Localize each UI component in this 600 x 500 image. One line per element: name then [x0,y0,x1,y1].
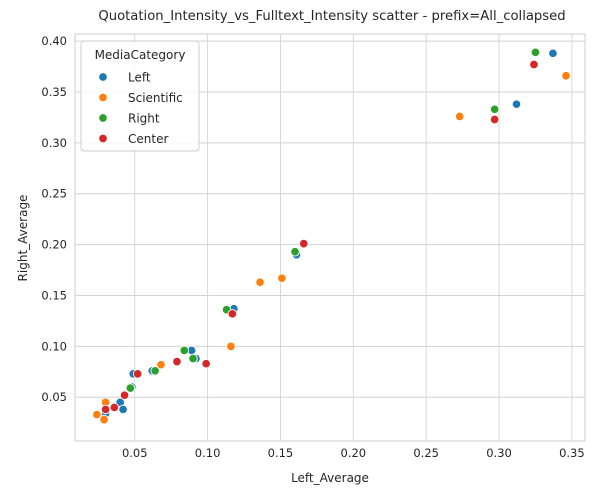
y-axis-label: Right_Average [16,195,30,282]
data-point-center [172,356,182,367]
legend-label-center: Center [128,132,168,146]
x-tick-label: 0.10 [195,446,221,460]
data-point-right [530,47,541,58]
data-point-right [150,366,160,376]
y-tick-label: 0.35 [41,85,67,99]
data-point-center [227,309,238,319]
data-point-right [125,383,136,393]
data-point-scientific [454,111,465,122]
legend-marker-scientific [98,92,108,103]
gridlines [75,34,585,441]
legend-box [80,40,200,152]
data-point-right [290,246,300,257]
y-tick-labels: 0.05 0.10 0.15 0.20 0.25 0.30 0.35 0.40 [41,34,67,404]
x-tick-label: 0.35 [559,446,585,460]
y-tick-label: 0.05 [41,390,67,404]
data-point-scientific [277,273,287,283]
legend-marker-left [98,72,108,82]
data-point-center [100,404,111,415]
legend-items: Left Scientific Right Center [98,71,183,146]
data-point-scientific [226,341,236,352]
legend-label-scientific: Scientific [128,91,183,105]
data-point-center [489,114,500,125]
data-point-left [548,48,558,59]
legend-label-left: Left [128,71,151,85]
y-tick-label: 0.20 [41,238,67,252]
chart-title: Quotation_Intensity_vs_Fulltext_Intensit… [98,9,565,24]
data-point-scientific [561,70,571,81]
legend-title: MediaCategory [95,48,186,62]
data-point-left [511,99,522,109]
data-point-right [188,353,198,364]
legend: MediaCategory Left Scientific Right Center [80,40,200,152]
data-point-scientific [99,414,109,425]
legend-label-right: Right [128,112,160,126]
y-tick-label: 0.25 [41,187,67,201]
x-tick-label: 0.20 [341,446,367,460]
plot-frame [74,33,586,442]
legend-marker-center [98,133,108,144]
data-points [92,47,571,425]
data-point-left [118,404,128,415]
data-point-scientific [156,359,166,370]
data-point-right [489,104,500,115]
y-tick-label: 0.30 [41,136,67,150]
data-point-center [299,238,309,249]
x-tick-label: 0.25 [413,446,439,460]
data-point-scientific [92,409,102,420]
data-point-center [132,369,143,379]
data-point-scientific [255,277,265,288]
x-tick-label: 0.15 [268,446,294,460]
x-axis-label: Left_Average [291,471,369,485]
legend-marker-right [98,113,108,123]
data-point-center [201,358,211,369]
y-tick-label: 0.15 [41,288,67,302]
x-tick-label: 0.05 [122,446,148,460]
y-tick-label: 0.40 [41,34,67,48]
data-point-center [109,402,120,413]
x-tick-label: 0.30 [486,446,512,460]
data-point-right [179,345,190,356]
data-point-center [529,59,539,70]
data-point-center [119,390,130,400]
y-tick-label: 0.10 [41,339,67,353]
x-tick-labels: 0.05 0.10 0.15 0.20 0.25 0.30 0.35 [122,446,585,460]
